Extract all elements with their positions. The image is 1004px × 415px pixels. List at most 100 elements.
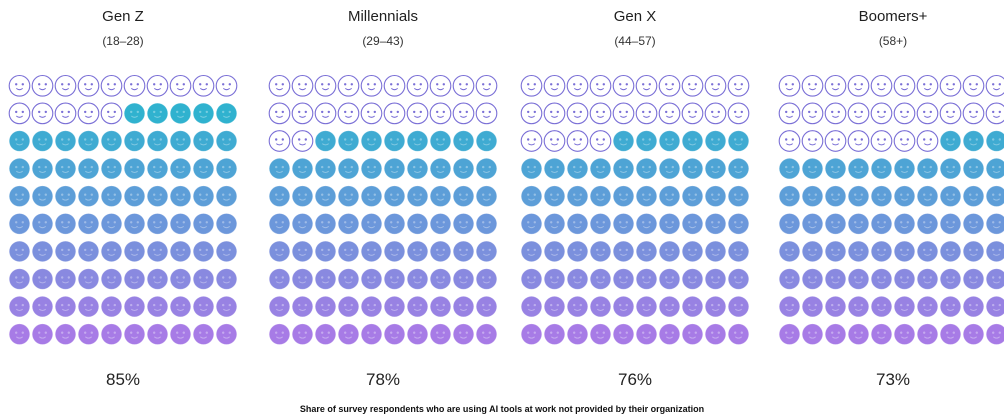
waffle-unit-filled — [824, 240, 847, 263]
waffle-unit-filled — [589, 157, 612, 180]
waffle-unit-filled — [704, 213, 727, 235]
waffle-unit-filled — [727, 295, 750, 318]
waffle-unit-filled — [939, 185, 962, 207]
waffle-unit-empty — [893, 74, 916, 97]
waffle-unit-empty — [824, 102, 847, 125]
waffle-unit-filled — [893, 268, 916, 290]
waffle-unit-filled — [291, 268, 314, 290]
waffle-unit-filled — [337, 130, 360, 152]
waffle-unit-filled — [520, 213, 543, 235]
waffle-unit-filled — [192, 268, 215, 290]
waffle-unit-empty — [893, 102, 916, 125]
waffle-grid — [778, 74, 1004, 345]
waffle-unit-empty — [704, 74, 727, 97]
waffle-unit-filled — [893, 240, 916, 263]
waffle-unit-empty — [566, 102, 589, 125]
waffle-unit-filled — [192, 130, 215, 152]
waffle-unit-filled — [337, 185, 360, 207]
waffle-unit-filled — [337, 240, 360, 263]
waffle-unit-filled — [452, 295, 475, 318]
waffle-unit-filled — [939, 130, 962, 152]
waffle-unit-empty — [268, 74, 291, 97]
waffle-unit-filled — [146, 185, 169, 207]
waffle-unit-filled — [146, 213, 169, 235]
waffle-unit-filled — [383, 295, 406, 318]
waffle-unit-filled — [291, 213, 314, 235]
waffle-unit-empty — [870, 74, 893, 97]
waffle-unit-filled — [360, 240, 383, 263]
waffle-unit-filled — [658, 240, 681, 263]
waffle-unit-filled — [778, 157, 801, 180]
waffle-unit-filled — [893, 157, 916, 180]
waffle-unit-filled — [383, 240, 406, 263]
waffle-unit-filled — [985, 213, 1004, 235]
waffle-unit-empty — [612, 102, 635, 125]
waffle-unit-filled — [566, 157, 589, 180]
waffle-unit-filled — [870, 240, 893, 263]
waffle-unit-empty — [658, 74, 681, 97]
waffle-unit-filled — [658, 157, 681, 180]
waffle-unit-filled — [314, 323, 337, 345]
waffle-unit-filled — [658, 268, 681, 290]
waffle-unit-filled — [31, 130, 54, 152]
waffle-unit-filled — [215, 157, 238, 180]
waffle-unit-filled — [268, 323, 291, 345]
waffle-unit-filled — [8, 213, 31, 235]
waffle-unit-filled — [520, 157, 543, 180]
waffle-unit-filled — [146, 323, 169, 345]
waffle-unit-filled — [824, 268, 847, 290]
waffle-unit-filled — [360, 213, 383, 235]
waffle-unit-filled — [566, 185, 589, 207]
waffle-unit-filled — [337, 295, 360, 318]
waffle-unit-empty — [429, 74, 452, 97]
waffle-unit-filled — [429, 213, 452, 235]
waffle-unit-filled — [566, 295, 589, 318]
waffle-unit-empty — [123, 74, 146, 97]
waffle-unit-filled — [192, 185, 215, 207]
waffle-unit-filled — [123, 323, 146, 345]
waffle-unit-filled — [893, 295, 916, 318]
waffle-unit-filled — [169, 323, 192, 345]
waffle-grid — [8, 74, 238, 345]
waffle-unit-empty — [314, 102, 337, 125]
waffle-unit-filled — [192, 157, 215, 180]
waffle-unit-empty — [824, 130, 847, 152]
waffle-unit-empty — [8, 102, 31, 125]
waffle-unit-empty — [566, 74, 589, 97]
waffle-unit-filled — [939, 157, 962, 180]
waffle-unit-filled — [31, 268, 54, 290]
waffle-unit-filled — [475, 323, 498, 345]
waffle-unit-filled — [778, 323, 801, 345]
waffle-unit-filled — [429, 240, 452, 263]
waffle-unit-filled — [612, 213, 635, 235]
waffle-unit-empty — [727, 102, 750, 125]
waffle-unit-filled — [146, 157, 169, 180]
waffle-unit-filled — [215, 268, 238, 290]
waffle-unit-empty — [916, 130, 939, 152]
waffle-unit-filled — [215, 185, 238, 207]
waffle-unit-empty — [406, 74, 429, 97]
waffle-unit-filled — [100, 323, 123, 345]
waffle-unit-empty — [704, 102, 727, 125]
waffle-unit-filled — [727, 157, 750, 180]
waffle-unit-filled — [268, 213, 291, 235]
waffle-unit-filled — [146, 295, 169, 318]
waffle-unit-filled — [123, 295, 146, 318]
waffle-unit-filled — [801, 268, 824, 290]
waffle-unit-filled — [589, 268, 612, 290]
waffle-unit-empty — [475, 102, 498, 125]
waffle-unit-filled — [291, 323, 314, 345]
waffle-unit-filled — [612, 157, 635, 180]
waffle-unit-empty — [452, 74, 475, 97]
waffle-unit-filled — [77, 130, 100, 152]
waffle-unit-empty — [54, 74, 77, 97]
waffle-unit-filled — [824, 213, 847, 235]
waffle-unit-filled — [681, 213, 704, 235]
waffle-unit-filled — [268, 185, 291, 207]
waffle-unit-filled — [123, 185, 146, 207]
waffle-unit-filled — [314, 130, 337, 152]
waffle-unit-filled — [801, 240, 824, 263]
waffle-unit-filled — [31, 213, 54, 235]
waffle-unit-filled — [31, 323, 54, 345]
waffle-unit-filled — [291, 157, 314, 180]
